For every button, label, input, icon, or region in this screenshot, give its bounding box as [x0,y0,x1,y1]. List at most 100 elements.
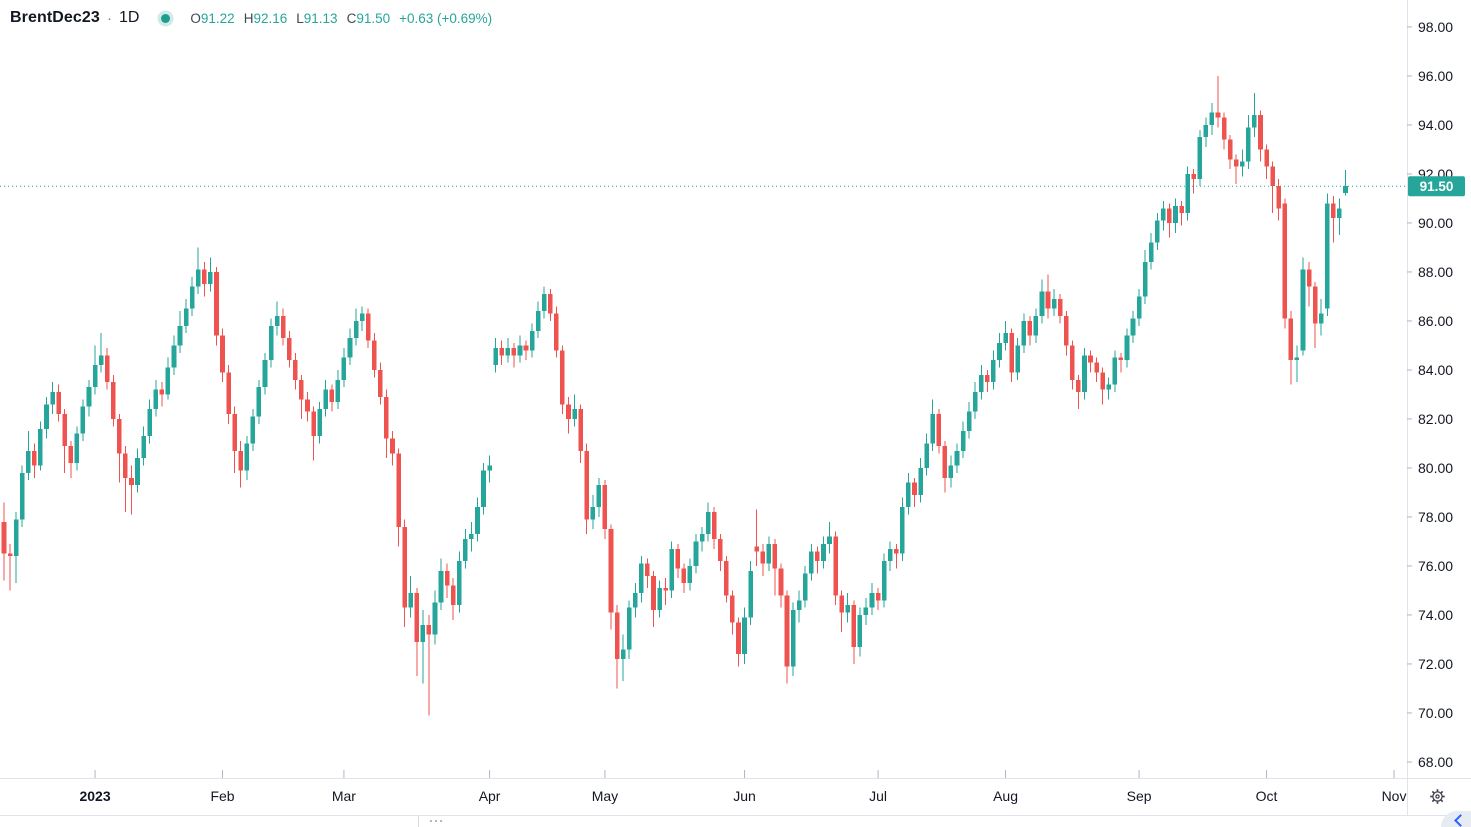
candle-body [1106,384,1112,390]
market-status-dot-icon [161,13,171,23]
candle-body [1173,205,1178,223]
candle-body [851,605,857,647]
candle-body [232,414,237,451]
candle-body [1051,298,1057,309]
candle-body [535,311,541,331]
candle-body [790,610,796,667]
candle-body [639,563,644,593]
candle-body [262,360,268,388]
candle-body [1337,208,1342,219]
pane-divider-handle-icon[interactable] [430,820,442,822]
candle-body [384,396,389,439]
candle-body [893,548,899,554]
candle-body [256,387,262,417]
gear-icon [1430,788,1445,804]
candle-body [1130,318,1136,336]
candle-body [730,595,735,623]
candle-body [414,592,420,642]
price-tick-label: 80.00 [1418,460,1453,476]
candle-body [699,534,705,542]
time-axis[interactable]: 2023 Feb Mar Apr May Jun Jul Aug Sep Oct Nov [79,788,1406,804]
candle-body [1294,357,1300,361]
candle-body [499,347,505,356]
axis-settings-button[interactable] [1424,784,1451,808]
candle-body [857,614,863,647]
candle-body [86,387,92,407]
candle-body [359,313,365,321]
candle-body [32,450,37,466]
candle-body [717,539,723,562]
candle-body [657,588,662,611]
candle-body [930,414,936,444]
candle-body [1167,208,1172,223]
candle-body [129,477,134,486]
candle-body [293,360,298,380]
candle-body [1215,112,1221,118]
candle-body [317,409,322,437]
candle-body [1179,205,1184,214]
candle-body [796,600,802,611]
candle-body [1088,355,1093,363]
candle-body [1063,316,1069,346]
candle-body [651,575,656,611]
candle-body [365,313,371,341]
candle-body [1027,320,1033,336]
candle-body [1209,112,1215,125]
candle-body [1233,159,1239,167]
price-axis[interactable]: 98.0096.0094.0092.0090.0088.0086.0084.00… [1407,19,1453,770]
symbol-title[interactable]: BrentDec23 [10,9,100,26]
month-tick-label: Mar [332,788,356,804]
month-tick-label: Nov [1382,788,1407,804]
pane-divider[interactable] [418,816,419,827]
candle-body [74,433,80,464]
candle-body [1203,124,1209,138]
candle-body [784,595,790,667]
candle-body [626,607,632,650]
price-tick-label: 72.00 [1418,656,1453,672]
price-tick-label: 78.00 [1418,509,1453,525]
candle-body [875,592,881,601]
candle-body [1015,345,1020,373]
candle-body [505,347,511,356]
candle-body [244,443,250,471]
candle-body [997,343,1002,361]
interval-label[interactable]: 1D [118,9,140,26]
candle-body [402,526,407,608]
candle-body [1082,355,1087,392]
candle-body [1094,362,1099,373]
candles-layer[interactable] [1,75,1348,716]
candle-body [432,602,438,635]
candle-body [1009,333,1014,373]
candle-body [208,271,213,285]
candle-body [487,465,492,471]
candle-body [1191,173,1197,179]
last-price-label: 91.50 [1408,176,1465,197]
candle-body [1045,291,1051,309]
candle-body [286,338,292,361]
candle-body [948,465,954,478]
low-value: 91.13 [303,10,338,26]
candle-body [1161,208,1166,221]
candle-body [25,450,31,473]
candle-body [839,595,844,613]
candle-body [481,470,486,508]
candle-body [754,546,759,552]
price-tick-label: 88.00 [1418,264,1453,280]
candle-body [1033,316,1039,336]
candle-body [529,330,535,351]
candle-body [347,338,353,358]
price-tick-label: 86.00 [1418,313,1453,329]
month-tick-label: Apr [479,788,501,804]
bottom-corner-widget[interactable] [1441,811,1471,827]
candle-body [238,450,244,471]
candle-body [475,507,480,535]
candle-body [117,418,122,454]
candle-body [226,372,231,415]
candle-body [19,472,25,520]
candle-body [815,551,820,562]
candle-body [189,286,195,309]
candle-body [1136,296,1142,319]
last-price-value: 91.50 [1420,179,1454,194]
candle-body [280,316,286,339]
